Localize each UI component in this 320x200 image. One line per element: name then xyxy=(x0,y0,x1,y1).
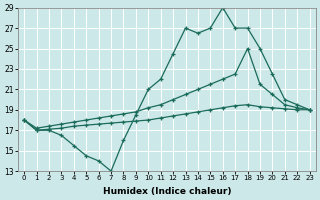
X-axis label: Humidex (Indice chaleur): Humidex (Indice chaleur) xyxy=(103,187,231,196)
